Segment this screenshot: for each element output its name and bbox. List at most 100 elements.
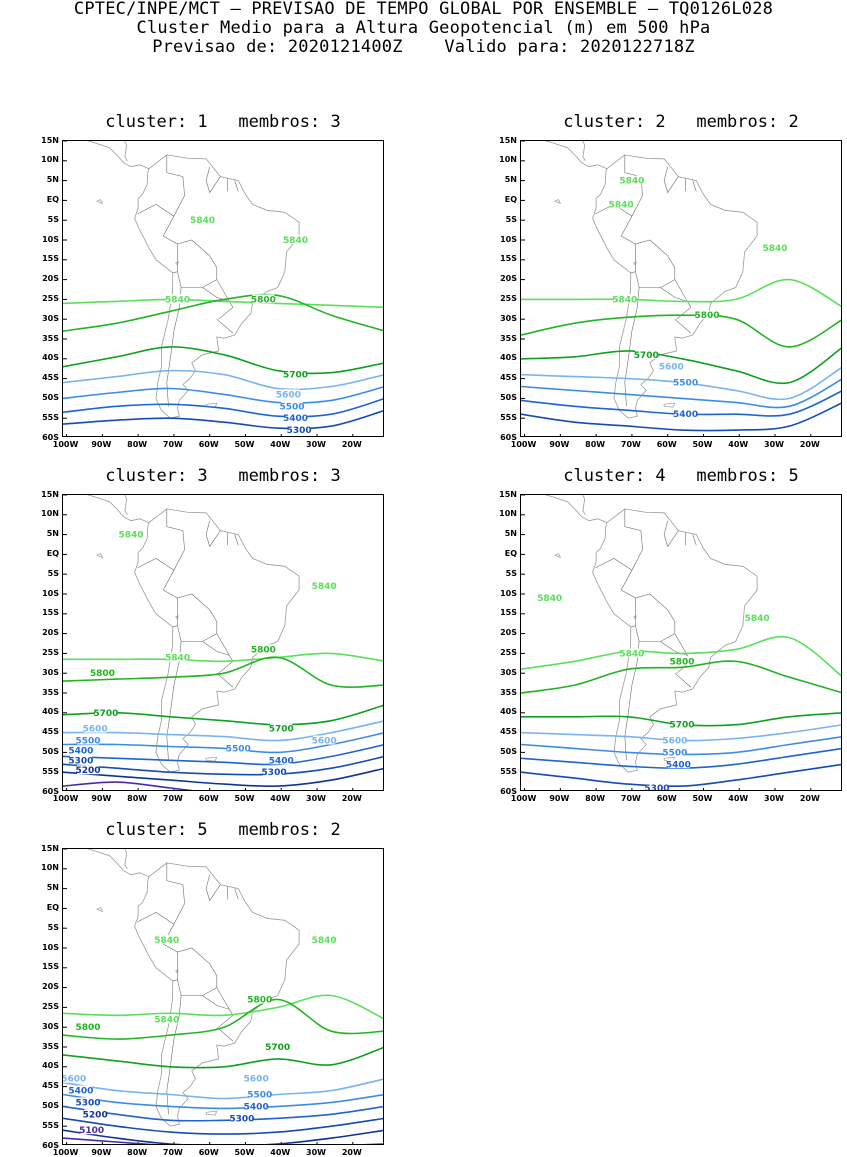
contour-label: 5300	[287, 426, 312, 436]
country-border	[216, 1026, 234, 1042]
central-america-coastline	[105, 141, 128, 162]
x-tick-label: 90W	[91, 1148, 112, 1157]
country-border	[202, 287, 230, 302]
y-tick-label: EQ	[46, 548, 59, 558]
y-tick-label: 40S	[500, 707, 517, 717]
x-tick-label: 40W	[270, 1148, 291, 1157]
contour-label: 5400	[283, 414, 308, 424]
country-border	[172, 271, 178, 274]
figure-title-line3: Previsao de: 2020121400Z Valido para: 20…	[152, 37, 695, 57]
contour-label: 5400	[68, 1087, 93, 1097]
south-america-coastline	[592, 508, 758, 773]
contour-label: 5840	[312, 936, 337, 946]
contour-label-bg	[77, 1097, 100, 1107]
contour-label-bg	[313, 735, 336, 745]
contour-label: 5840	[619, 649, 644, 659]
y-tick-label: 30S	[500, 667, 517, 677]
x-tick-label: 80W	[127, 1148, 148, 1157]
y-tick-label: 10S	[42, 234, 59, 244]
contour-label: 5800	[669, 657, 694, 667]
contour-label: 5300	[644, 784, 669, 791]
contour-label: 5800	[695, 311, 720, 321]
x-tick-label: 90W	[91, 440, 112, 449]
contour-label-bg	[91, 668, 114, 678]
contour-label-bg	[84, 1109, 107, 1119]
y-tick-label: 30S	[42, 313, 59, 323]
contour-5300	[63, 1117, 383, 1135]
contour-label: 5840	[190, 216, 215, 226]
country-border	[162, 195, 234, 320]
country-border	[166, 862, 185, 904]
country-border	[674, 672, 692, 688]
y-tick-label: 25S	[42, 1001, 59, 1011]
contour-label-bg	[77, 765, 100, 775]
contour-5500	[521, 378, 841, 409]
contour-label: 5700	[93, 709, 118, 719]
y-tick-label: 30S	[500, 313, 517, 323]
country-border	[630, 625, 636, 628]
y-tick-label: 60S	[42, 1140, 59, 1150]
y-tick-label: 10S	[42, 588, 59, 598]
y-tick-label: 40S	[42, 1061, 59, 1071]
contour-label: 5840	[165, 653, 190, 663]
central-america-coastline	[563, 141, 586, 162]
x-tick-label: 80W	[585, 794, 606, 803]
contour-label-bg	[671, 656, 693, 666]
contour-label-bg	[764, 242, 787, 252]
contour-label: 5600	[244, 1075, 269, 1085]
x-tick-label: 80W	[127, 794, 148, 803]
contour-label-bg	[84, 723, 107, 733]
contour-5500	[63, 386, 383, 404]
y-tick-label: EQ	[46, 194, 59, 204]
y-tick-label: 50S	[500, 392, 517, 402]
contour-label: 5840	[312, 582, 337, 592]
contour-label-bg	[277, 389, 300, 399]
contour-label-bg	[613, 294, 636, 304]
contour-label: 5840	[154, 936, 179, 946]
y-tick-label: 15S	[500, 254, 517, 264]
contour-label: 5600	[662, 737, 687, 747]
contour-label-bg	[284, 369, 307, 379]
country-border	[137, 912, 175, 925]
x-tick-label: 90W	[549, 794, 570, 803]
contour-label-bg	[245, 1101, 268, 1111]
country-border	[692, 534, 697, 546]
contour-label: 5800	[90, 669, 115, 679]
country-border	[660, 287, 688, 302]
contour-label: 5700	[669, 721, 694, 731]
x-tick-label: 60W	[656, 794, 677, 803]
x-tick-label: 40W	[270, 794, 291, 803]
contour-label: 5500	[279, 402, 304, 412]
y-tick-label: 50S	[500, 746, 517, 756]
contour-5500	[63, 1093, 383, 1110]
y-tick-label: 10S	[500, 234, 517, 244]
x-tick-label: 50W	[234, 794, 255, 803]
y-tick-label: 35S	[500, 687, 517, 697]
x-tick-label: 20W	[799, 440, 820, 449]
y-tick-label: 10S	[42, 942, 59, 952]
contour-label-bg	[635, 349, 658, 359]
island-outline	[205, 1110, 218, 1116]
x-tick-label: 40W	[728, 794, 749, 803]
contour-label: 5700	[283, 371, 308, 381]
contour-label-bg	[620, 175, 643, 185]
contour-label: 5840	[118, 531, 143, 541]
south-america-coastline	[592, 154, 758, 419]
contour-label-bg	[270, 723, 293, 733]
y-tick-label: 60S	[42, 786, 59, 796]
country-border	[234, 888, 239, 900]
contour-5400	[63, 398, 383, 418]
central-america-coastline	[105, 849, 128, 870]
contour-label: 5400	[673, 410, 698, 420]
country-border	[635, 598, 675, 642]
contour-label-bg	[663, 747, 686, 757]
country-border	[166, 287, 182, 407]
contour-label: 5500	[662, 748, 687, 758]
contour-label: 5840	[745, 614, 770, 624]
contour-5400	[63, 1105, 383, 1122]
y-tick-label: 40S	[42, 707, 59, 717]
contour-label-bg	[620, 648, 643, 658]
